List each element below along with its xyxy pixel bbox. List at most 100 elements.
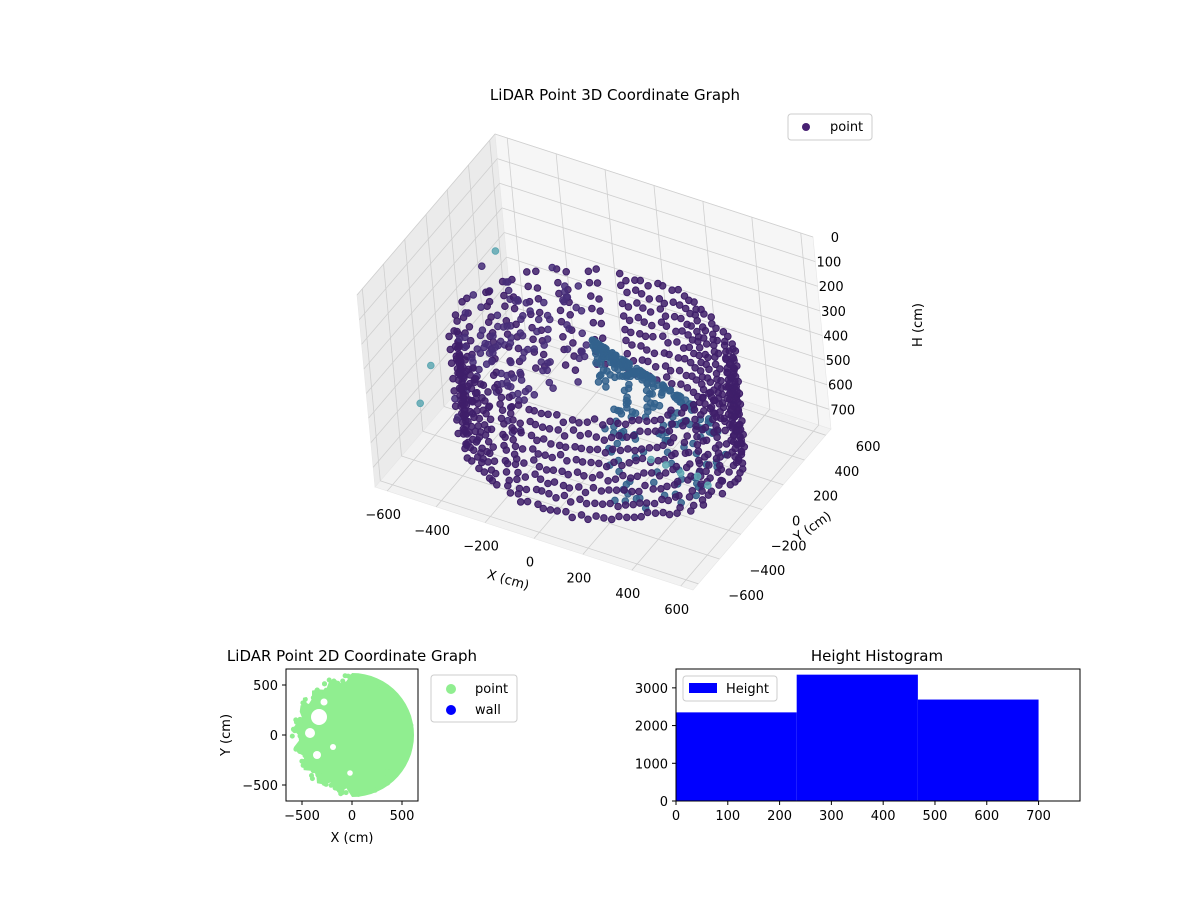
- data-point: [331, 778, 337, 784]
- data-point: [538, 423, 547, 432]
- data-point: [736, 433, 744, 441]
- data-point: [597, 487, 606, 495]
- data-point: [494, 341, 502, 350]
- histogram-bar: [676, 712, 797, 801]
- data-point: [486, 415, 495, 424]
- data-point: [582, 499, 591, 508]
- data-point: [673, 509, 681, 518]
- grid-left-h: [363, 207, 503, 370]
- data-point: [725, 421, 734, 429]
- data-point: [516, 368, 524, 377]
- data-point: [631, 286, 640, 295]
- grid-left-y: [468, 164, 487, 357]
- data-point: [702, 340, 711, 348]
- data-point: [637, 512, 646, 521]
- data-point: [625, 316, 634, 325]
- data-point: [336, 788, 342, 794]
- data-point: [328, 782, 334, 788]
- data-point: [390, 693, 396, 699]
- data-point: [596, 471, 604, 479]
- data-point: [469, 291, 478, 299]
- data-point: [628, 341, 636, 349]
- data-point: [310, 695, 316, 701]
- data-point: [657, 426, 666, 434]
- data-point: [479, 381, 488, 390]
- chart-2d-ylabel: Y (cm): [219, 714, 234, 757]
- data-point: [584, 515, 592, 524]
- histogram-frame: [675, 668, 1081, 802]
- data-point: [666, 438, 675, 447]
- data-point: [545, 378, 554, 387]
- data-point: [668, 380, 676, 388]
- data-point: [566, 311, 575, 319]
- data-point: [673, 338, 681, 346]
- data-point: [590, 415, 599, 423]
- data-point: [631, 368, 640, 377]
- data-point: [704, 353, 712, 362]
- data-point: [484, 340, 492, 349]
- data-point: [577, 444, 586, 453]
- data-point: [600, 514, 608, 522]
- data-point: [540, 341, 549, 349]
- data-point: [553, 507, 562, 515]
- data-point: [615, 512, 623, 521]
- data-point: [315, 772, 321, 778]
- data-point: [531, 420, 540, 429]
- y-tick-label: 600: [856, 440, 881, 455]
- data-point: [371, 776, 377, 782]
- data-point: [518, 445, 527, 453]
- x-tick-label: 100: [715, 809, 740, 824]
- data-point: [633, 299, 641, 307]
- data-point: [305, 758, 311, 764]
- data-point: [522, 299, 531, 307]
- data-point: [723, 451, 732, 459]
- data-point: [473, 388, 481, 397]
- data-point: [577, 511, 586, 519]
- data-point: [706, 378, 715, 387]
- data-point: [560, 491, 569, 500]
- data-point: [504, 286, 513, 295]
- data-point: [541, 451, 550, 460]
- data-point: [483, 302, 492, 311]
- data-point: [549, 384, 557, 393]
- data-point: [648, 321, 656, 330]
- data-point: [514, 401, 523, 409]
- data-point: [606, 417, 614, 426]
- data-point: [519, 312, 527, 320]
- data-point: [364, 783, 369, 789]
- data-point: [561, 282, 569, 290]
- grid-floor-y: [380, 480, 699, 585]
- data-point: [489, 371, 498, 380]
- data-point: [575, 483, 583, 491]
- data-point: [716, 365, 724, 373]
- data-point: [593, 279, 602, 287]
- data-point: [583, 418, 592, 427]
- data-point: [352, 784, 358, 790]
- data-point: [677, 314, 685, 323]
- chart-2d-xlabel: X (cm): [331, 831, 374, 846]
- data-point: [549, 466, 558, 475]
- data-point: [604, 477, 612, 485]
- data-point: [608, 445, 617, 454]
- data-point: [644, 282, 652, 290]
- data-point: [706, 388, 715, 397]
- data-point: [640, 318, 649, 326]
- data-point: [593, 445, 602, 454]
- data-point: [629, 431, 638, 440]
- data-point: [682, 463, 691, 472]
- data-point: [591, 499, 599, 508]
- legend-height-label: Height: [726, 682, 769, 697]
- data-point: [627, 328, 635, 337]
- data-point: [505, 393, 514, 402]
- x-tick-label: 500: [923, 809, 948, 824]
- data-point: [537, 487, 546, 495]
- data-point: [508, 403, 516, 411]
- data-point: [497, 369, 506, 378]
- data-point: [302, 753, 308, 759]
- data-point: [575, 419, 583, 427]
- histogram-bar: [796, 674, 918, 801]
- data-point: [667, 451, 676, 460]
- legend-frame: [787, 113, 873, 141]
- data-point: [576, 431, 585, 440]
- x-tick-label: 200: [567, 571, 592, 586]
